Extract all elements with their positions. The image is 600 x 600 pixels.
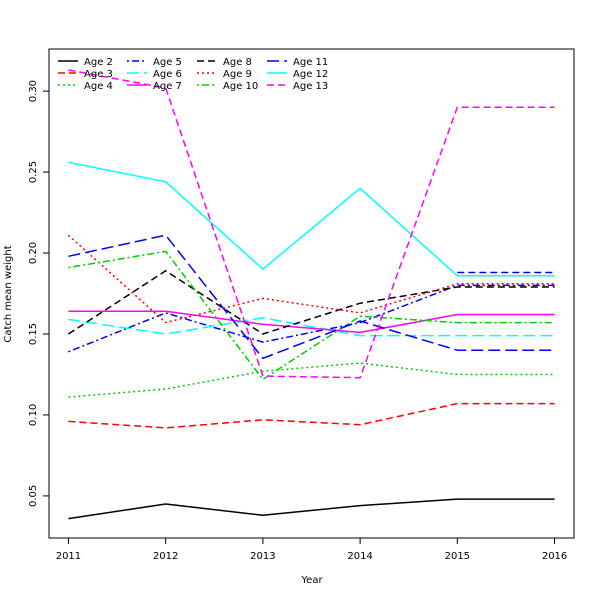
series-line <box>67 270 555 335</box>
series-line <box>68 250 555 381</box>
x-axis-title: Year <box>300 575 323 586</box>
series-line <box>68 161 555 277</box>
legend-label: Age 11 <box>293 57 328 68</box>
x-tick-label: 2016 <box>542 551 567 562</box>
series-line <box>68 498 555 520</box>
x-tick-label: 2011 <box>56 551 81 562</box>
y-axis-title: Catch mean weight <box>3 245 14 342</box>
x-tick-label: 2013 <box>250 551 275 562</box>
series-line <box>68 362 555 398</box>
legend-label: Age 9 <box>223 69 252 80</box>
legend-label: Age 13 <box>293 81 328 92</box>
legend-label: Age 7 <box>153 81 182 92</box>
series-line <box>67 234 555 324</box>
series-line <box>68 234 555 360</box>
y-tick-label: 0.25 <box>28 161 39 183</box>
x-tick-label: 2012 <box>153 551 178 562</box>
plot-frame <box>48 48 575 539</box>
legend-label: Age 5 <box>153 57 182 68</box>
series-line <box>68 284 555 353</box>
legend-label: Age 3 <box>84 69 113 80</box>
legend-label: Age 6 <box>153 69 182 80</box>
y-axis: 0.05 0.10 0.15 0.20 0.25 0.30 <box>28 80 49 507</box>
series-line <box>68 317 555 337</box>
y-tick-label: 0.05 <box>28 485 39 507</box>
series-lines <box>67 69 555 520</box>
y-tick-label: 0.10 <box>28 404 39 426</box>
x-tick-label: 2015 <box>445 551 470 562</box>
series-line <box>68 69 555 379</box>
legend-label: Age 12 <box>293 69 328 80</box>
y-tick-label: 0.15 <box>28 323 39 345</box>
legend-label: Age 4 <box>84 81 113 92</box>
x-axis: 2011 2012 2013 2014 2015 2016 <box>56 538 567 562</box>
legend-label: Age 2 <box>84 57 113 68</box>
y-tick-label: 0.20 <box>28 242 39 264</box>
series-line <box>68 310 555 334</box>
x-tick-label: 2014 <box>347 551 372 562</box>
legend-label: Age 8 <box>223 57 252 68</box>
y-tick-label: 0.30 <box>28 80 39 102</box>
legend-label: Age 10 <box>223 81 258 92</box>
series-line <box>68 402 555 429</box>
